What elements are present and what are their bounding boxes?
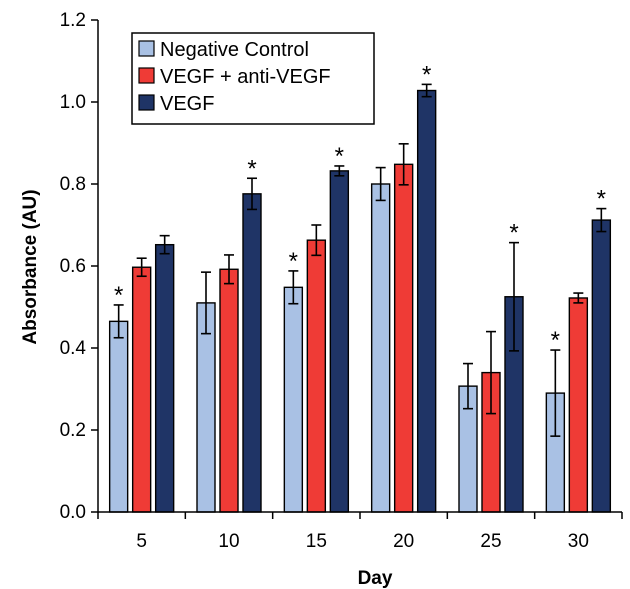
error-bar-5-2 — [136, 257, 147, 278]
error-bar-30-2 — [573, 292, 584, 304]
error-bar-10-1 — [201, 271, 211, 335]
error-bar-5-1 — [113, 304, 124, 339]
legend-label-2: VEGF + anti-VEGF — [160, 66, 331, 88]
legend: Negative Control VEGF + anti-VEGF VEGF — [131, 32, 375, 125]
significance-marker: * — [289, 248, 298, 275]
error-bar-25-1 — [463, 362, 473, 410]
significance-marker: * — [597, 186, 606, 213]
x-tick-label-15: 15 — [306, 531, 327, 552]
x-tick-label-30: 30 — [568, 531, 589, 552]
legend-swatch-1 — [138, 40, 155, 57]
error-bar-15-3 — [334, 165, 345, 177]
y-tick-label: 1.0 — [60, 92, 86, 113]
bar-15-1 — [283, 286, 304, 513]
y-tick-label: 0.4 — [60, 338, 87, 359]
significance-marker: * — [114, 282, 123, 309]
legend-label-1: Negative Control — [160, 39, 309, 61]
significance-marker: * — [335, 143, 344, 170]
y-tick-label: 1.2 — [60, 10, 86, 31]
error-bar-25-2 — [486, 330, 496, 415]
error-bar-10-3 — [247, 177, 257, 211]
significance-marker: * — [422, 61, 431, 88]
bar-5-1 — [108, 320, 129, 513]
legend-swatch-3 — [138, 94, 155, 111]
legend-label-3: VEGF — [160, 93, 214, 115]
x-axis-title: Day — [358, 568, 393, 589]
error-bar-15-1 — [288, 270, 299, 305]
bar-15-3 — [329, 170, 350, 513]
x-tick-label-10: 10 — [218, 531, 239, 552]
bar-5-2 — [131, 266, 152, 513]
error-bar-20-2 — [398, 143, 409, 186]
y-axis-title: Absorbance (AU) — [20, 189, 41, 344]
x-tick-label-5: 5 — [136, 531, 147, 552]
bar-30-2 — [568, 297, 589, 513]
bar-30-3 — [591, 219, 612, 513]
x-tick-label-20: 20 — [393, 531, 414, 552]
error-bars-layer — [113, 83, 607, 437]
error-bar-20-3 — [421, 83, 432, 98]
significance-marker: * — [247, 155, 256, 182]
y-tick-label: 0.0 — [60, 502, 86, 523]
bars-layer — [108, 89, 612, 513]
bar-15-2 — [306, 239, 327, 513]
error-bar-30-3 — [596, 207, 607, 233]
error-bar-15-2 — [311, 224, 322, 257]
legend-swatch-2 — [138, 67, 155, 84]
significance-marker: * — [551, 327, 560, 354]
error-bar-25-3 — [509, 241, 519, 352]
y-tick-label: 0.2 — [60, 420, 86, 441]
axes: 0.0 0.2 0.4 0.6 0.8 1.0 1.2 5 10 15 20 25 30 — [60, 10, 623, 552]
bar-20-3 — [416, 89, 437, 513]
error-bar-20-1 — [375, 166, 386, 202]
error-bar-30-1 — [550, 349, 561, 437]
legend-box — [131, 32, 375, 125]
significance-markers: * * * * * * * * — [114, 61, 606, 354]
y-tick-label: 0.6 — [60, 256, 86, 277]
bar-20-1 — [370, 183, 391, 513]
bar-10-2 — [219, 268, 239, 513]
bar-20-2 — [393, 163, 414, 513]
error-bar-10-2 — [224, 254, 234, 285]
x-tick-label-25: 25 — [480, 531, 501, 552]
error-bar-5-3 — [159, 234, 170, 255]
bar-5-3 — [154, 243, 175, 513]
significance-marker: * — [509, 220, 518, 247]
bar-10-3 — [242, 193, 262, 513]
y-tick-label: 0.8 — [60, 174, 86, 195]
